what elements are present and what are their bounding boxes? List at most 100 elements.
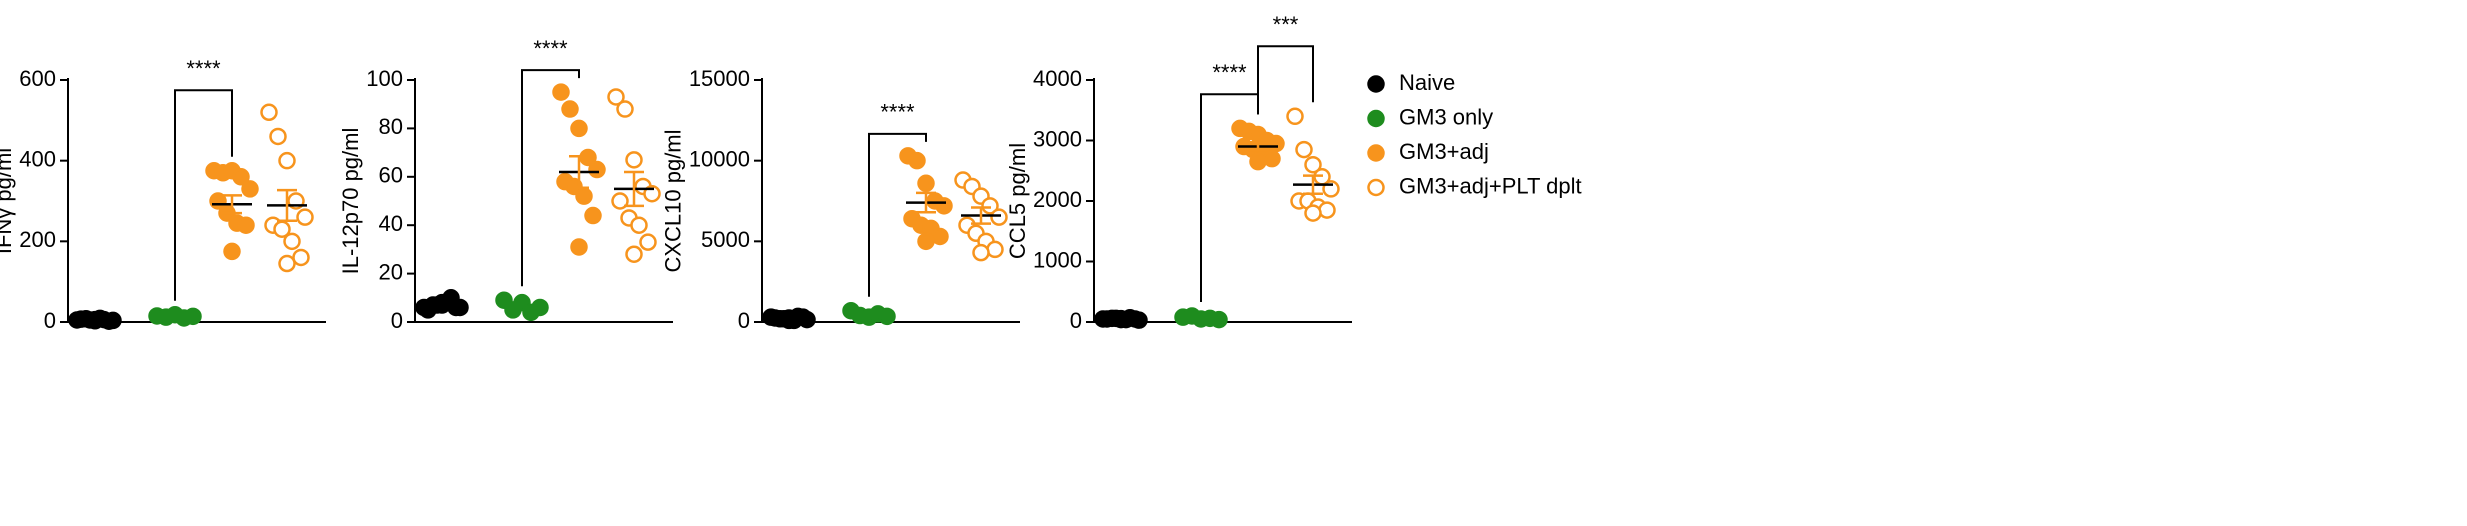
error-bar [277,188,297,223]
data-point [986,240,1004,259]
legend-label: Naive [1399,70,1455,95]
data-point [625,245,643,263]
y-tick-label: 200 [19,227,56,252]
y-tick-label: 40 [379,211,403,236]
data-point [447,298,465,317]
legend-marker [1367,144,1385,162]
data-point [1286,107,1304,126]
error-bar [222,194,242,215]
y-tick-label: 2000 [1033,187,1082,212]
legend-marker [1367,75,1385,93]
y-tick-label: 3000 [1033,126,1082,151]
legend-marker [1367,109,1385,128]
data-point [1249,152,1267,171]
y-tick-label: 600 [19,66,56,91]
data-point [433,296,451,314]
data-point [1210,310,1228,329]
data-point [616,100,634,118]
data-point [1304,155,1322,174]
data-point [552,83,570,101]
y-tick-label: 0 [738,308,750,333]
data-point [1304,204,1322,222]
data-point [570,119,588,138]
data-point [1126,310,1144,328]
legend-label: GM3+adj+PLT dplt [1399,173,1582,198]
data-point [630,216,648,234]
y-tick-label: 1000 [1033,247,1082,272]
data-point [184,307,202,326]
y-tick-label: 15000 [689,66,750,91]
legend-label: GM3+adj [1399,139,1489,164]
data-point [1318,201,1336,219]
legend-label: GM3 only [1399,104,1493,129]
data-point [237,216,255,234]
y-tick-label: 80 [379,114,403,139]
data-point [292,248,310,267]
error-bar [1248,141,1268,152]
data-point [607,88,625,106]
significance-bracket [521,69,580,287]
legend-marker [1367,178,1385,197]
data-point [625,151,643,169]
data-point [100,312,118,330]
data-point [1263,149,1281,168]
y-tick-label: 100 [366,66,403,91]
data-point [260,103,278,122]
significance-bracket [868,132,927,297]
data-point [611,192,629,210]
y-tick-label: 400 [19,146,56,171]
data-point [584,206,602,225]
data-point [917,174,935,193]
data-point [575,187,593,205]
data-point [917,232,935,251]
data-point [570,238,588,256]
data-point [981,197,999,215]
data-point [588,160,606,179]
data-point [223,242,241,261]
significance-label: **** [1212,60,1247,85]
data-point [531,298,549,317]
significance-label: **** [533,36,568,61]
error-bar [624,170,644,208]
data-point [794,308,812,326]
data-point [1295,140,1313,159]
data-point [269,127,287,146]
y-axis-label: IFNγ pg/ml [0,148,16,254]
data-point [296,208,314,226]
significance-label: **** [880,100,915,125]
y-axis-label: IL-12p70 pg/ml [338,128,363,275]
error-bar [916,191,936,214]
significance-label: **** [186,56,221,81]
error-bar [971,206,991,225]
data-point [1112,309,1130,328]
y-tick-label: 0 [44,308,56,333]
data-point [278,151,296,170]
data-point [561,100,579,118]
y-tick-label: 4000 [1033,66,1082,91]
data-point [878,307,896,326]
data-point [241,180,259,198]
y-axis-label: CCL5 pg/ml [1005,143,1030,259]
y-tick-label: 0 [391,308,403,333]
y-tick-label: 10000 [689,146,750,171]
data-point [232,168,250,186]
significance-bracket [174,89,233,301]
data-point [990,208,1008,226]
y-tick-label: 0 [1070,308,1082,333]
error-bar [1303,174,1323,195]
y-axis-label: CXCL10 pg/ml [661,129,686,272]
data-point [972,243,990,262]
error-bar [569,154,589,189]
data-point [639,233,657,251]
data-point [283,232,301,251]
data-point [908,151,926,170]
y-tick-label: 20 [379,259,403,284]
data-point [935,197,953,215]
y-tick-label: 5000 [701,227,750,252]
significance-label: *** [1273,12,1299,37]
data-point [86,310,104,329]
data-point [780,309,798,327]
significance-bracket [1257,45,1314,115]
y-tick-label: 60 [379,163,403,188]
